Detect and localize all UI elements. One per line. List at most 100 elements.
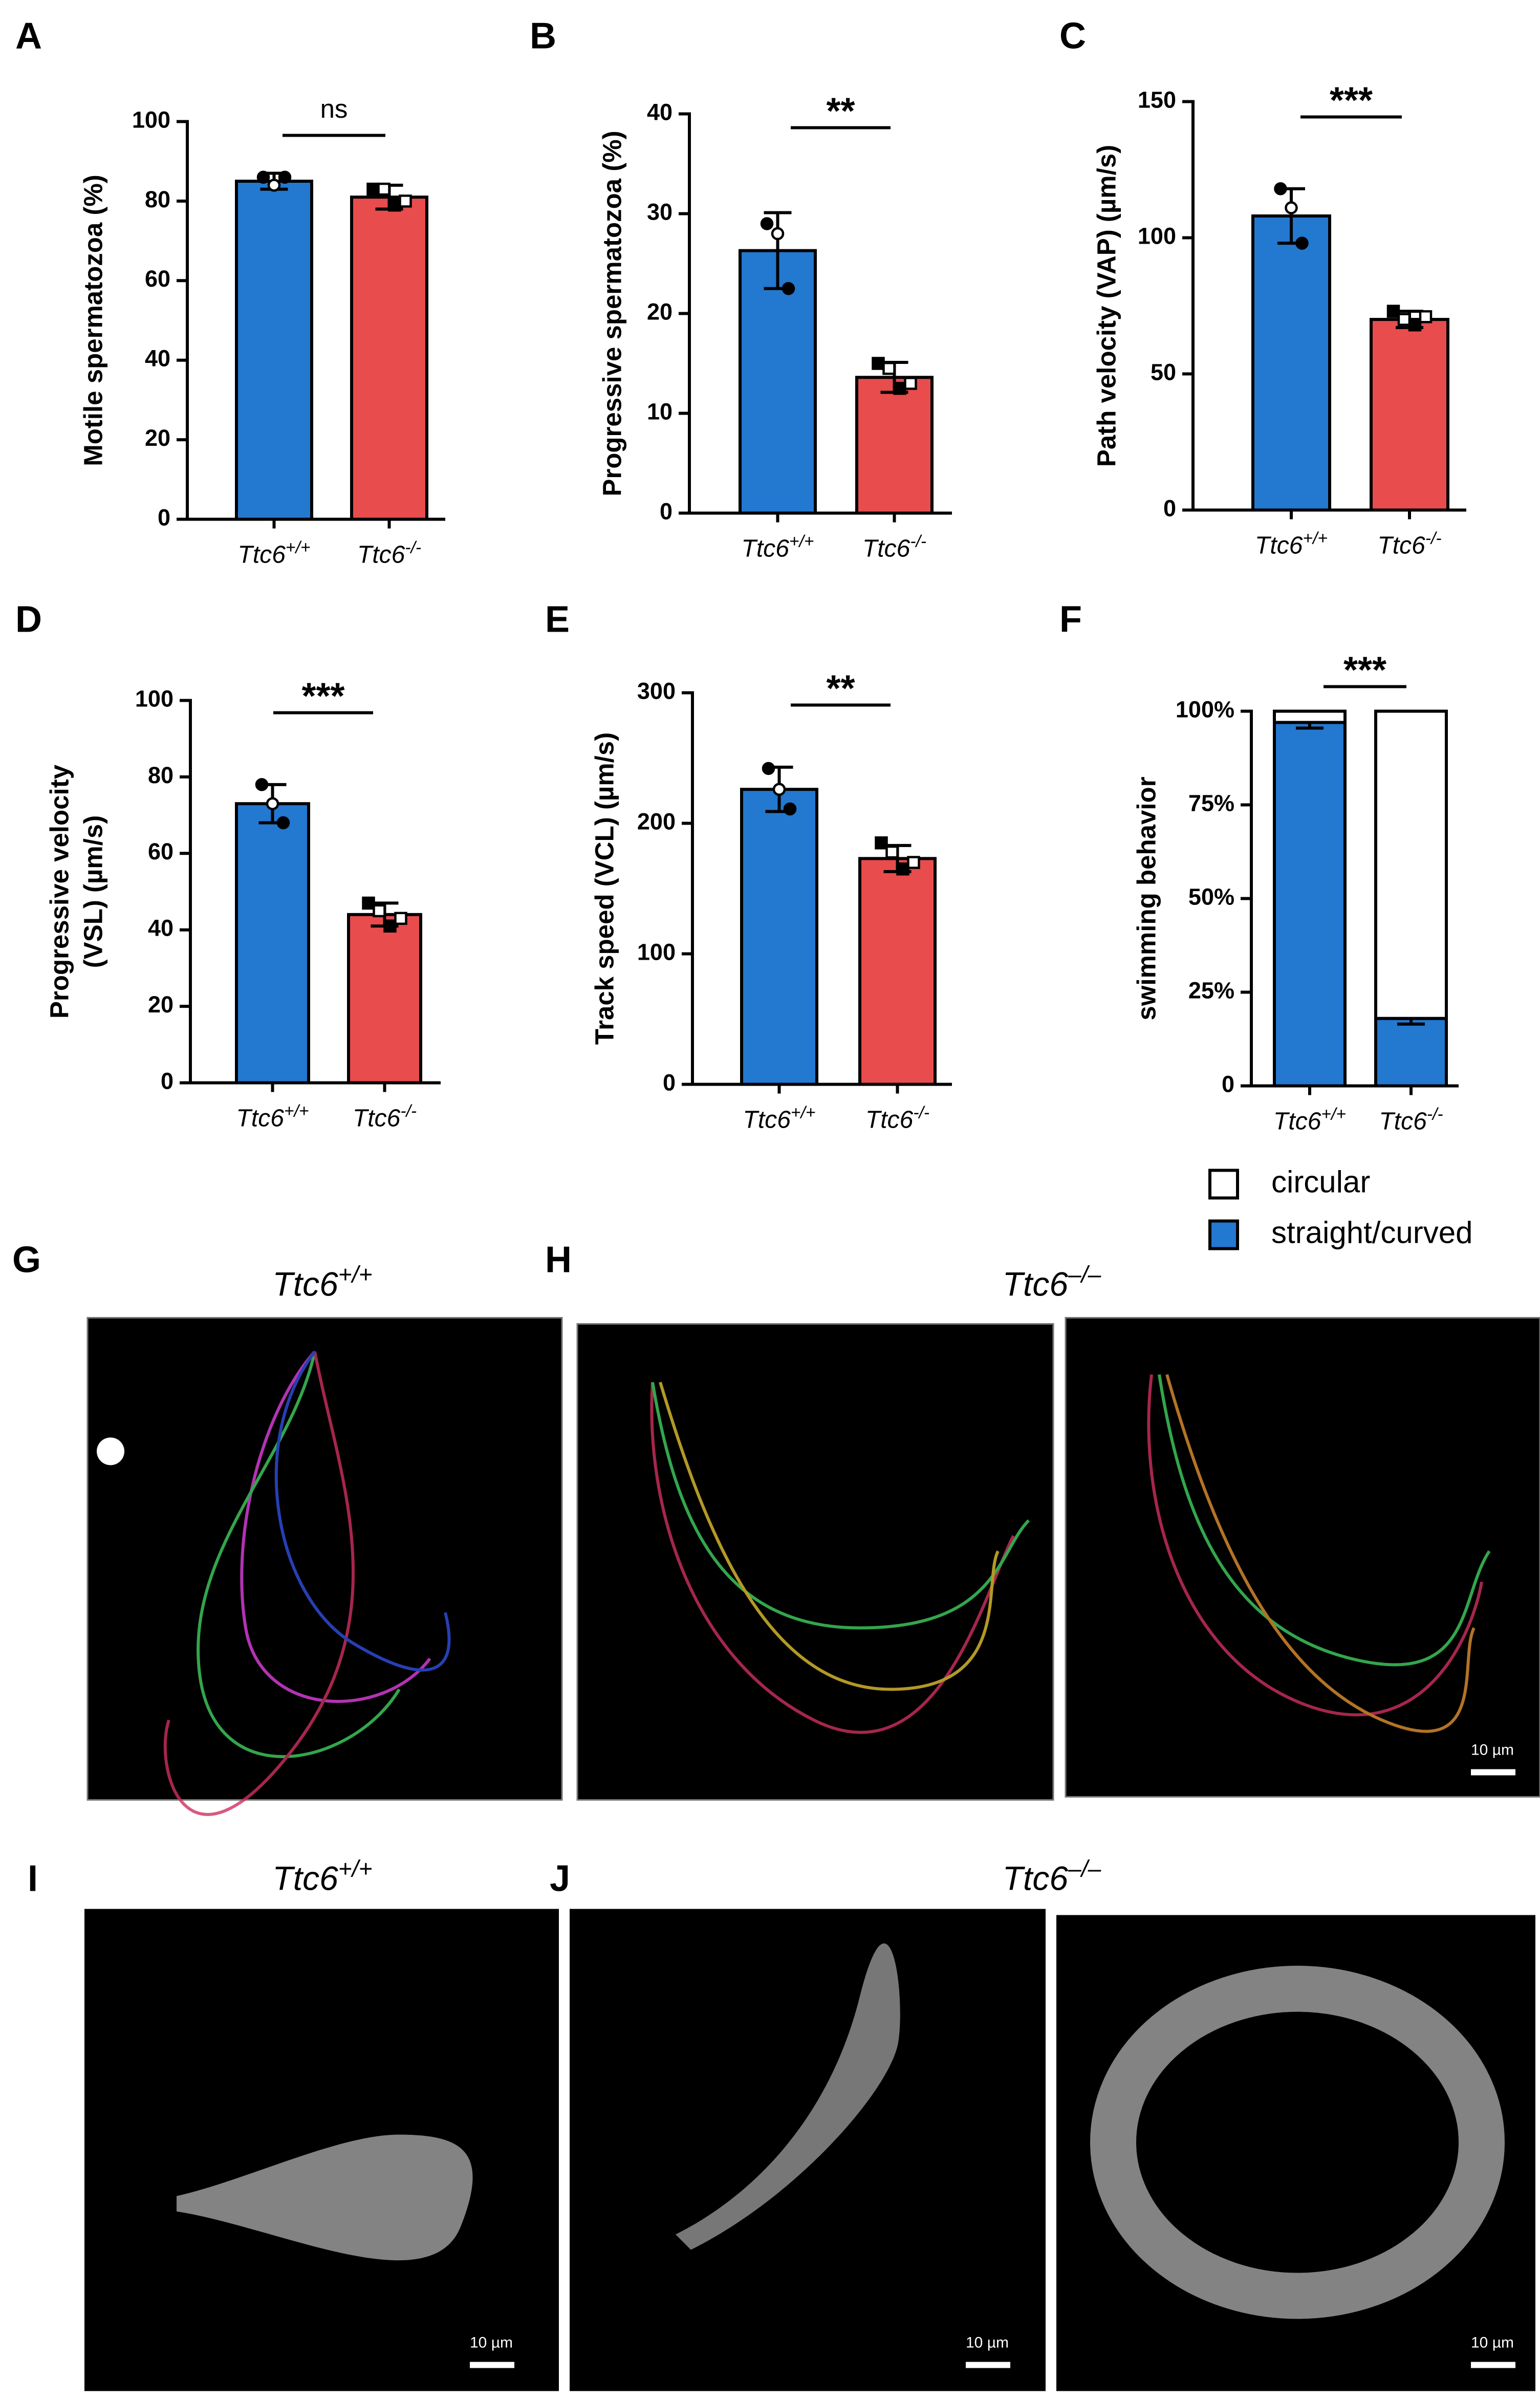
- y-tick-label: 0: [660, 498, 673, 524]
- y-axis-label: Track speed (VCL) (µm/s): [590, 732, 619, 1045]
- x-tick-label: Ttc6+/+: [1273, 1105, 1346, 1135]
- image-title: Ttc6–/–: [1003, 1855, 1101, 1897]
- scale-bar: [470, 2362, 514, 2368]
- panel-letter: G: [12, 1240, 41, 1281]
- data-point: [872, 357, 885, 370]
- data-point: [377, 182, 391, 196]
- data-point: [256, 170, 270, 184]
- data-point: [893, 381, 906, 395]
- data-point: [267, 179, 281, 192]
- data-point: [875, 836, 888, 850]
- x-tick-label: Ttc6+/+: [238, 538, 311, 568]
- y-tick-label: 25%: [1188, 977, 1234, 1003]
- x-tick-label: Ttc6-/-: [357, 538, 421, 568]
- bar: [855, 376, 934, 515]
- data-point: [362, 896, 375, 910]
- y-tick-label: 60: [145, 266, 170, 292]
- panel-letter: D: [15, 599, 42, 640]
- legend-label: circular: [1271, 1164, 1370, 1199]
- data-point: [760, 217, 774, 230]
- x-tick-label: Ttc6+/+: [742, 532, 814, 562]
- bar: [350, 196, 428, 521]
- y-tick-label: 0: [1222, 1071, 1234, 1097]
- panel-letter: A: [15, 16, 42, 57]
- y-tick-label: 100: [135, 685, 173, 711]
- legend-swatch: [1208, 1169, 1239, 1200]
- data-point: [394, 912, 407, 925]
- scale-bar: [1471, 2362, 1515, 2368]
- y-tick-label: 10: [647, 398, 673, 424]
- data-point: [1386, 305, 1400, 318]
- scale-bars: 10 µm 10 µm 10 µm: [470, 2334, 1515, 2368]
- data-point: [896, 862, 909, 876]
- data-point: [1397, 313, 1411, 326]
- bar: [858, 857, 937, 1086]
- x-tick-label: Ttc6-/-: [1377, 529, 1441, 559]
- significance-label: ns: [320, 94, 348, 123]
- data-point: [907, 856, 920, 869]
- y-tick-label: 75%: [1188, 790, 1234, 816]
- x-tick-label: Ttc6+/+: [743, 1103, 816, 1133]
- x-tick-label: Ttc6-/-: [1379, 1105, 1443, 1135]
- panel-letter: E: [545, 599, 570, 640]
- data-point: [366, 182, 380, 196]
- data-point: [255, 778, 269, 791]
- cell-art: [177, 2134, 473, 2261]
- data-point: [782, 282, 795, 295]
- bar: [740, 788, 818, 1086]
- data-point: [1419, 310, 1433, 323]
- image-title: Ttc6+/+: [272, 1261, 372, 1303]
- bar-segment: [1374, 1017, 1448, 1088]
- y-axis-label: Progressive spermatozoa (%): [597, 131, 626, 496]
- scale-bar-label: 10 µm: [966, 2334, 1009, 2351]
- bar: [347, 913, 422, 1085]
- y-tick-label: 0: [158, 504, 170, 530]
- y-tick-label: 40: [647, 99, 673, 125]
- y-tick-label: 20: [145, 425, 170, 451]
- data-point: [1295, 236, 1309, 250]
- y-tick-label: 300: [637, 678, 676, 704]
- data-point: [762, 762, 775, 775]
- x-tick-label: Ttc6-/-: [865, 1103, 929, 1133]
- scale-bar-label: 10 µm: [1471, 1741, 1514, 1758]
- significance-label: **: [826, 91, 855, 132]
- y-axis-label: Path velocity (VAP) (µm/s): [1092, 145, 1121, 467]
- y-tick-label: 20: [647, 298, 673, 325]
- micrograph: [86, 1317, 563, 1801]
- data-point: [1274, 182, 1287, 196]
- data-point: [399, 194, 412, 208]
- bar: [739, 249, 817, 515]
- y-tick-label: 100: [132, 106, 170, 133]
- data-point: [1408, 318, 1422, 332]
- x-tick-label: Ttc6+/+: [236, 1101, 309, 1132]
- y-tick-label: 40: [145, 345, 170, 372]
- data-point: [266, 797, 279, 810]
- y-tick-label: 30: [647, 199, 673, 225]
- bar: [1251, 214, 1331, 512]
- legend-swatch: [1208, 1219, 1239, 1250]
- data-point: [383, 919, 397, 933]
- panel-letter: C: [1059, 16, 1086, 57]
- data-point: [882, 361, 896, 375]
- data-point: [783, 802, 797, 816]
- micrograph: [576, 1323, 1054, 1801]
- panel-letter: B: [530, 16, 556, 57]
- y-axis-label: Progressive velocity: [45, 764, 74, 1019]
- x-tick-label: Ttc6+/+: [1255, 529, 1328, 559]
- bar: [235, 802, 310, 1085]
- data-point: [373, 904, 386, 918]
- y-tick-label: 100%: [1176, 696, 1234, 722]
- panel-letter: J: [550, 1858, 570, 1899]
- panel-letter: F: [1059, 599, 1082, 640]
- y-tick-label: 50%: [1188, 883, 1234, 910]
- scale-bar: [966, 2362, 1010, 2368]
- data-point: [771, 227, 785, 241]
- y-axis-label: swimming behavior: [1132, 776, 1161, 1020]
- significance-label: ***: [301, 676, 344, 717]
- y-tick-label: 200: [637, 808, 676, 834]
- scale-bar-label: 10 µm: [470, 2334, 513, 2351]
- bar-segment: [1273, 721, 1347, 1088]
- panel-letter: H: [545, 1240, 572, 1281]
- data-point: [278, 170, 292, 184]
